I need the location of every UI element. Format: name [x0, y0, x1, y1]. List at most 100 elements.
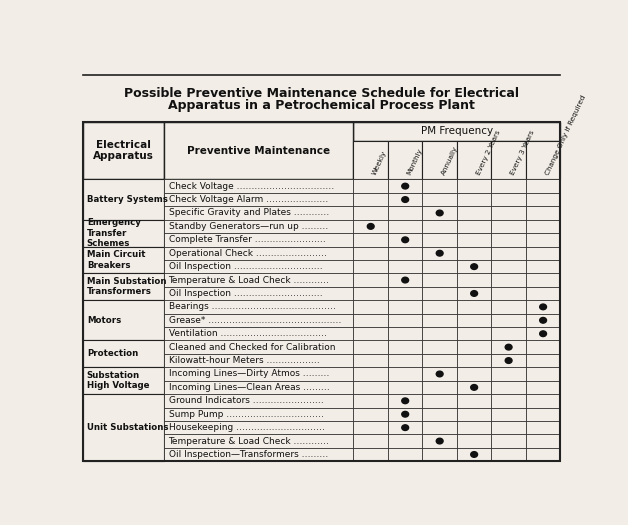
Circle shape: [402, 277, 409, 283]
Bar: [491, 180, 526, 193]
Bar: [164, 287, 354, 300]
Bar: [526, 448, 560, 461]
Bar: [354, 407, 388, 421]
Circle shape: [402, 183, 409, 189]
Bar: [164, 260, 354, 274]
Bar: [354, 340, 388, 354]
Bar: [526, 141, 560, 180]
Bar: [423, 434, 457, 448]
Circle shape: [539, 331, 546, 337]
Bar: [457, 421, 491, 434]
Bar: [388, 287, 423, 300]
Bar: [164, 313, 354, 327]
Bar: [388, 394, 423, 407]
Bar: [354, 368, 388, 381]
Bar: [164, 340, 354, 354]
Bar: [354, 448, 388, 461]
Bar: [423, 193, 457, 206]
Text: Check Voltage ……………………………: Check Voltage ……………………………: [168, 182, 334, 191]
Bar: [164, 394, 354, 407]
Bar: [423, 340, 457, 354]
Circle shape: [367, 224, 374, 229]
Bar: [423, 381, 457, 394]
Bar: [84, 122, 560, 461]
Bar: [388, 219, 423, 233]
Bar: [491, 448, 526, 461]
Bar: [164, 274, 354, 287]
Circle shape: [505, 358, 512, 363]
Bar: [491, 313, 526, 327]
Text: Annually: Annually: [441, 145, 459, 176]
Circle shape: [402, 425, 409, 430]
Bar: [457, 260, 491, 274]
Bar: [423, 141, 457, 180]
Bar: [164, 327, 354, 340]
Bar: [526, 421, 560, 434]
Bar: [423, 394, 457, 407]
Bar: [491, 381, 526, 394]
Text: Standby Generators—run up ………: Standby Generators—run up ………: [168, 222, 328, 231]
Bar: [164, 381, 354, 394]
Bar: [491, 219, 526, 233]
Bar: [388, 434, 423, 448]
Circle shape: [436, 250, 443, 256]
Circle shape: [436, 438, 443, 444]
Text: Electrical
Apparatus: Electrical Apparatus: [93, 140, 154, 161]
Text: Grease* ………………………………………: Grease* ………………………………………: [168, 316, 341, 325]
Circle shape: [471, 264, 477, 269]
Text: Every 2 Years: Every 2 Years: [475, 130, 501, 176]
Text: Check Voltage Alarm …………………: Check Voltage Alarm …………………: [168, 195, 328, 204]
Bar: [491, 141, 526, 180]
Bar: [526, 274, 560, 287]
Text: Battery Systems: Battery Systems: [87, 195, 168, 204]
Bar: [457, 233, 491, 247]
Bar: [526, 340, 560, 354]
Bar: [164, 247, 354, 260]
Text: Operational Check ……………………: Operational Check ……………………: [168, 249, 327, 258]
Circle shape: [471, 384, 477, 390]
Text: Substation
High Voltage: Substation High Voltage: [87, 371, 149, 391]
Text: Main Substation
Transformers: Main Substation Transformers: [87, 277, 166, 297]
Bar: [164, 180, 354, 193]
Text: PM Frequency: PM Frequency: [421, 127, 493, 136]
Text: Incoming Lines—Clean Areas ………: Incoming Lines—Clean Areas ………: [168, 383, 329, 392]
Bar: [388, 233, 423, 247]
Bar: [457, 327, 491, 340]
Bar: [164, 434, 354, 448]
Bar: [164, 448, 354, 461]
Bar: [164, 421, 354, 434]
Bar: [491, 340, 526, 354]
Bar: [164, 368, 354, 381]
Bar: [84, 368, 164, 394]
Bar: [388, 421, 423, 434]
Bar: [526, 434, 560, 448]
Text: Ground Indicators ……………………: Ground Indicators ……………………: [168, 396, 323, 405]
Bar: [388, 206, 423, 219]
Bar: [354, 287, 388, 300]
Bar: [526, 193, 560, 206]
Bar: [354, 141, 388, 180]
Bar: [457, 313, 491, 327]
Bar: [354, 219, 388, 233]
Bar: [457, 407, 491, 421]
Bar: [491, 394, 526, 407]
Bar: [491, 300, 526, 313]
Bar: [457, 394, 491, 407]
Bar: [388, 247, 423, 260]
Text: Incoming Lines—Dirty Atmos ………: Incoming Lines—Dirty Atmos ………: [168, 370, 329, 379]
Bar: [526, 394, 560, 407]
Bar: [457, 180, 491, 193]
Text: Emergency
Transfer
Schemes: Emergency Transfer Schemes: [87, 218, 141, 248]
Bar: [526, 313, 560, 327]
Text: Preventive Maintenance: Preventive Maintenance: [187, 145, 330, 155]
Text: Sump Pump ……………………………: Sump Pump ……………………………: [168, 410, 323, 419]
Bar: [164, 193, 354, 206]
Text: Oil Inspection …………………………: Oil Inspection …………………………: [168, 289, 322, 298]
Bar: [84, 122, 164, 180]
Bar: [164, 206, 354, 219]
Bar: [84, 394, 164, 461]
Bar: [526, 260, 560, 274]
Bar: [526, 247, 560, 260]
Text: Temperature & Load Check …………: Temperature & Load Check …………: [168, 276, 330, 285]
Bar: [423, 287, 457, 300]
